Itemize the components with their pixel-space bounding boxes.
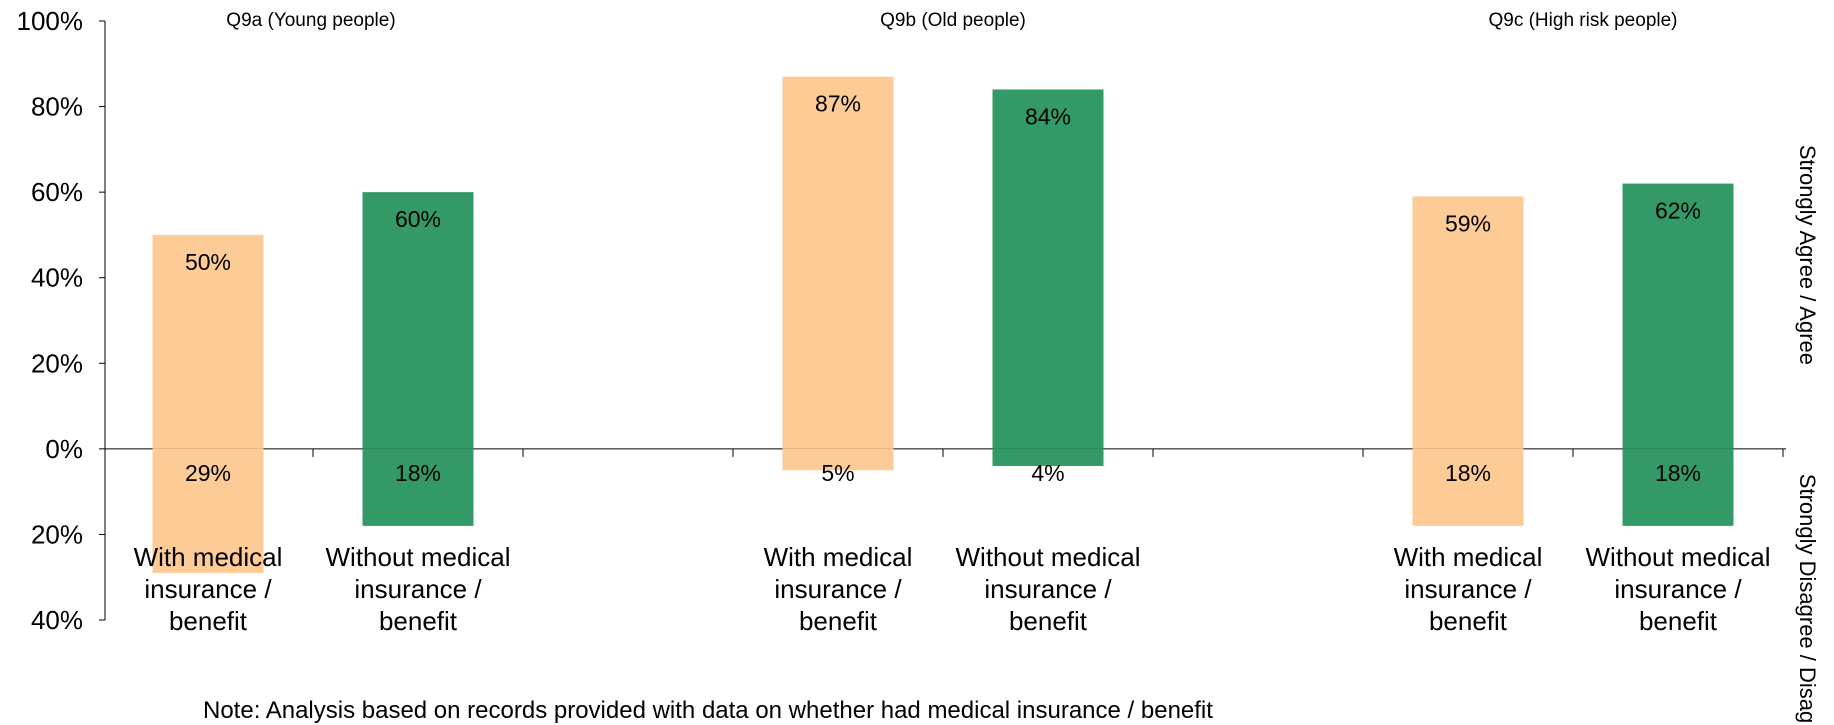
y-tick-label: 40% xyxy=(31,263,83,293)
group-title: Q9c (High risk people) xyxy=(1488,10,1677,31)
x-category-label: benefit xyxy=(799,606,878,636)
bar-disagree-label: 4% xyxy=(1031,460,1064,486)
bar-agree-label: 84% xyxy=(1025,103,1071,129)
group-title: Q9a (Young people) xyxy=(226,10,395,31)
x-category-label: insurance / xyxy=(144,574,272,604)
y-tick-label: 20% xyxy=(31,519,83,549)
x-category-label: Without medical xyxy=(326,542,511,572)
y-tick-label: 20% xyxy=(31,348,83,378)
bar-agree-label: 62% xyxy=(1655,198,1701,224)
bar-disagree xyxy=(152,448,264,573)
y-tick-label: 0% xyxy=(45,434,83,464)
bar-agree-label: 87% xyxy=(815,91,861,117)
x-category-label: benefit xyxy=(1639,606,1718,636)
bar-disagree-label: 18% xyxy=(1445,460,1491,486)
bar-disagree-label: 5% xyxy=(821,460,854,486)
bar-agree-label: 59% xyxy=(1445,210,1491,236)
x-category-label: benefit xyxy=(1009,606,1088,636)
bar-disagree xyxy=(992,448,1104,466)
y-tick-label: 40% xyxy=(31,605,83,635)
x-category-label: Without medical xyxy=(1586,542,1771,572)
bar-disagree xyxy=(362,448,474,526)
bar-disagree xyxy=(1622,448,1734,526)
x-category-label: benefit xyxy=(379,606,458,636)
bar-agree xyxy=(152,234,264,449)
x-category-label: With medical xyxy=(764,542,913,572)
x-category-label: With medical xyxy=(134,542,283,572)
x-category-label: Without medical xyxy=(956,542,1141,572)
y-tick-label: 100% xyxy=(17,6,84,36)
bar-agree xyxy=(1622,183,1734,449)
bar-agree xyxy=(782,76,894,449)
bar-disagree-label: 18% xyxy=(1655,460,1701,486)
x-category-label: insurance / xyxy=(1614,574,1742,604)
right-axis-label-disagree: Strongly Disagree / Disagree xyxy=(1795,474,1820,723)
x-category-label: benefit xyxy=(169,606,248,636)
y-tick-label: 60% xyxy=(31,177,83,207)
bar-agree xyxy=(362,192,474,449)
chart-note: Note: Analysis based on records provided… xyxy=(203,697,1213,724)
bar-disagree-label: 29% xyxy=(185,460,231,486)
bar-agree xyxy=(1412,196,1524,449)
bar-disagree xyxy=(1412,448,1524,526)
right-axis-label-agree: Strongly Agree / Agree xyxy=(1795,145,1820,365)
x-category-label: benefit xyxy=(1429,606,1508,636)
y-tick-label: 80% xyxy=(31,92,83,122)
group-title: Q9b (Old people) xyxy=(880,10,1026,31)
x-category-label: insurance / xyxy=(354,574,482,604)
bar-agree-label: 60% xyxy=(395,206,441,232)
x-category-label: With medical xyxy=(1394,542,1543,572)
bar-agree-label: 50% xyxy=(185,249,231,275)
bar-disagree-label: 18% xyxy=(395,460,441,486)
x-category-label: insurance / xyxy=(984,574,1112,604)
bar-disagree xyxy=(782,448,894,471)
bar-agree xyxy=(992,89,1104,449)
x-category-label: insurance / xyxy=(1404,574,1532,604)
x-category-label: insurance / xyxy=(774,574,902,604)
